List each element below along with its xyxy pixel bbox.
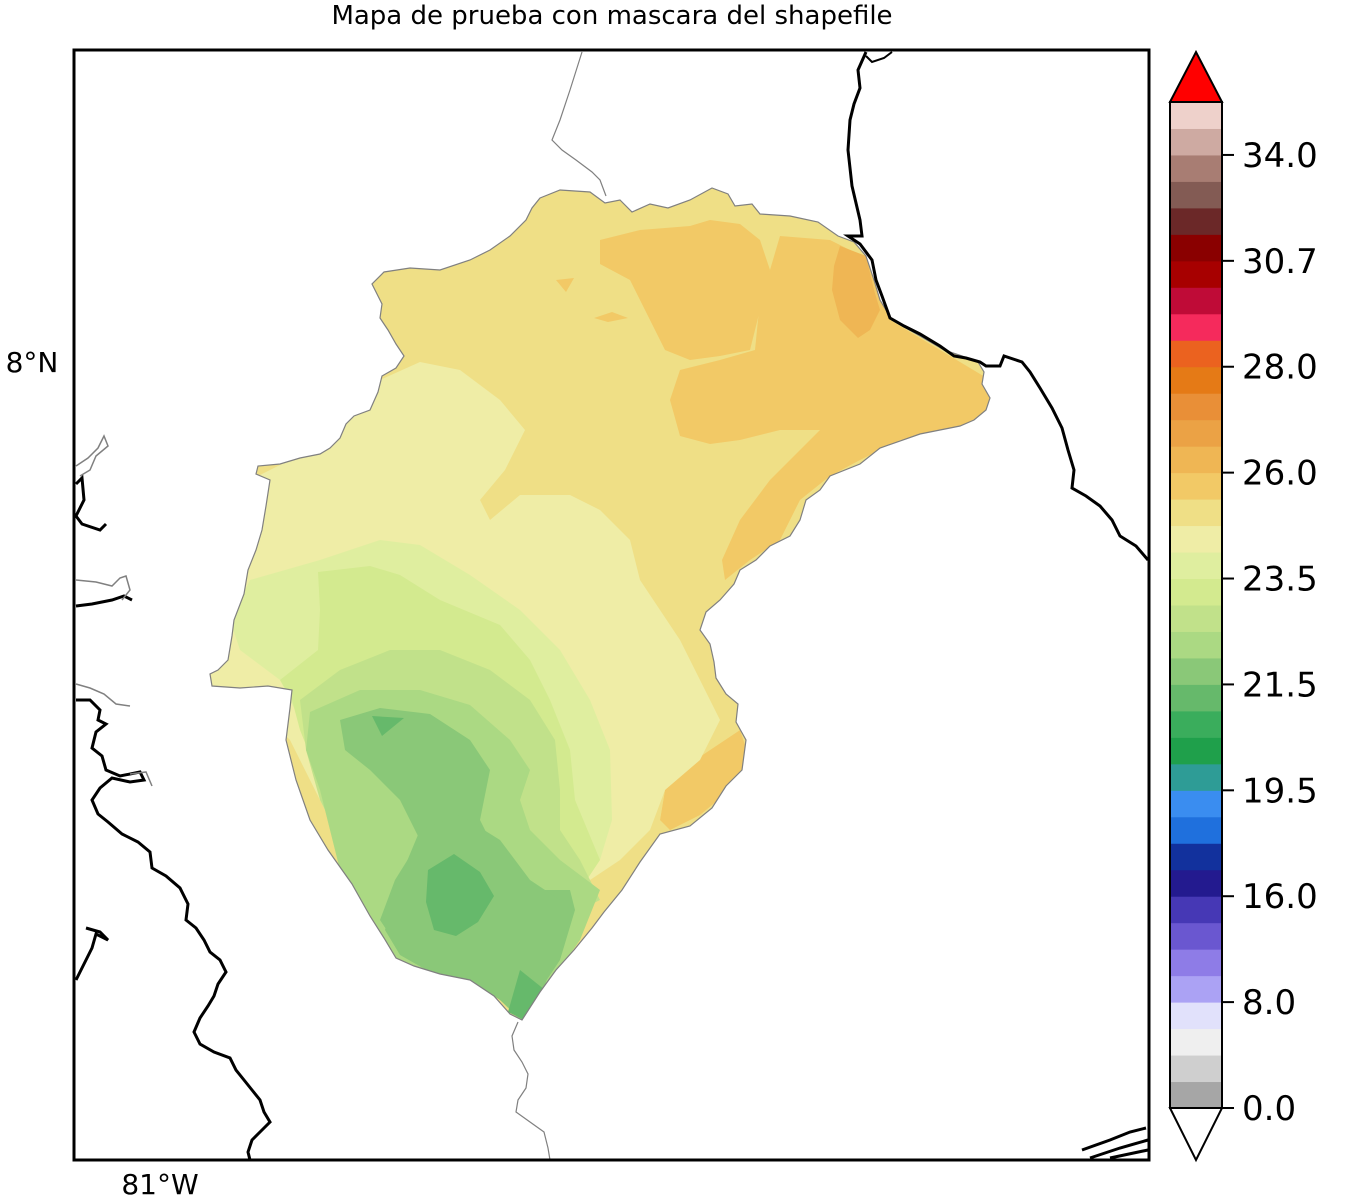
colorbar-segment [1170,763,1222,791]
colorbar-segment [1170,419,1222,447]
colorbar-segment [1170,1002,1222,1030]
longitude-label: 81°W [121,1168,198,1201]
colorbar-tick-label: 34.0 [1242,136,1318,176]
colorbar-tick-label: 30.7 [1242,242,1318,282]
colorbar-segment [1170,816,1222,844]
contour-band-26-east [670,236,990,580]
colorbar-segment [1170,790,1222,818]
colorbar-segment [1170,154,1222,182]
colorbar-segment [1170,525,1222,553]
colorbar-segment [1170,710,1222,738]
colorbar-segment [1170,578,1222,606]
colorbar-tick-label: 26.0 [1242,454,1318,494]
colorbar-segment [1170,949,1222,977]
colorbar-tick-label: 19.5 [1242,771,1318,811]
colorbar-segment [1170,922,1222,950]
colorbar-segment [1170,684,1222,712]
colorbar-segment [1170,313,1222,341]
colorbar-segment [1170,975,1222,1003]
contour-band-26-north [600,220,770,360]
colorbar-segment [1170,552,1222,580]
colorbar-segment [1170,446,1222,474]
colorbar-tick-label: 0.0 [1242,1089,1296,1129]
coastline-northeast-tip [865,51,893,64]
map-title: Mapa de prueba con mascara del shapefile [331,1,892,31]
colorbar-segment [1170,366,1222,394]
colorbar-tick-label: 23.5 [1242,560,1318,600]
colorbar-segment [1170,737,1222,765]
map-axes-border [72,48,1151,1162]
colorbar-segment [1170,631,1222,659]
colorbar-segment [1170,234,1222,262]
contour-band-21-tip [508,970,545,1020]
colorbar-tick-label: 21.5 [1242,665,1318,705]
coastline-west-4 [74,926,110,981]
border-line-north [551,51,607,197]
contour-spot-26-b [594,312,628,322]
colorbar-tick-label: 28.0 [1242,348,1318,388]
colorbar-segment [1170,260,1222,288]
colorbar-segment [1170,472,1222,500]
colorbar-tick-label: 8.0 [1242,983,1296,1023]
colorbar-segment [1170,1081,1222,1109]
latitude-label: 8°N [6,346,59,379]
colorbar-segment [1170,181,1222,209]
colorbar-segment [1170,843,1222,871]
colorbar-frame [1169,101,1223,1109]
colorbar-segment [1170,1028,1222,1056]
contour-spot-26-a [556,278,574,292]
contour-band-21-north [372,716,404,736]
coastline-southeast [1081,1126,1149,1160]
colorbar-segment [1170,102,1222,129]
colorbar-segment [1170,499,1222,527]
colorbar-segment [1170,340,1222,368]
contour-band-27 [832,246,880,338]
colorbar-segment [1170,657,1222,685]
colorbar-tick-label: 16.0 [1242,877,1318,917]
colorbar-segment [1170,207,1222,235]
colorbar-segment [1170,393,1222,421]
colorbar-segment [1170,605,1222,632]
colorbar-segment [1170,1055,1222,1083]
colorbar-segment [1170,128,1222,156]
coastline-northeast [843,51,1150,561]
coastline-west-1 [74,474,108,532]
colorbar-extend-max [1168,49,1224,103]
coastline-west-3 [76,698,272,1161]
colorbar-extend-min [1168,1107,1224,1163]
coastline-detail-west [75,434,153,787]
border-line-south [511,1021,551,1161]
colorbar: 0.0 8.0 16.0 19.5 21.5 23.5 26.0 28.0 30.7 34.0 [1168,49,1318,1163]
colorbar-segment [1170,869,1222,897]
coastline-west-2 [75,594,133,608]
contour-band-21 [426,854,494,936]
contour-band-26-southeast [660,730,750,830]
colorbar-segment [1170,896,1222,924]
colorbar-segment [1170,287,1222,315]
